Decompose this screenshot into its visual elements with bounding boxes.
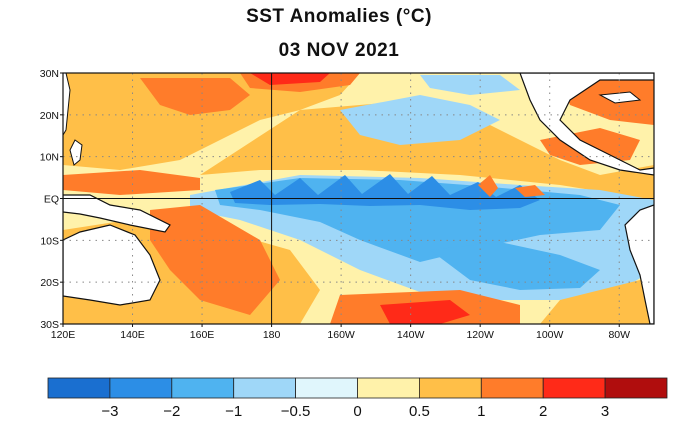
longitude-axis: 120E 140E 160E 180 160W 140W 120W 100W 80W (51, 324, 630, 341)
chart-date: 03 NOV 2021 (278, 40, 400, 61)
warm-eddy-1 (478, 175, 498, 197)
land-australia (63, 224, 161, 306)
colorbar: −3 −2 −1 −0.5 0 0.5 1 2 3 (47, 377, 668, 420)
colorbar-tick-label: −3 (101, 403, 118, 420)
lat-tick-label: 30N (40, 68, 59, 80)
colorbar-swatch (295, 377, 358, 399)
lat-tick-label: 30S (40, 319, 59, 331)
colorbar-swatch (171, 377, 235, 399)
colorbar-swatch (604, 377, 668, 399)
latitude-axis: 30N 20N 10N EQ 10S 20S 30S (40, 68, 63, 331)
warm-region-north-west (63, 73, 360, 170)
warm-eddy-2 (515, 185, 545, 197)
lon-tick-label: 160W (327, 329, 355, 341)
lat-tick-label: EQ (44, 194, 59, 206)
colorbar-tick-label: 0.5 (409, 403, 430, 420)
colorbar-tick-label: 2 (539, 403, 547, 420)
cool-patch-north-2 (420, 75, 520, 95)
land-cuba (598, 91, 642, 104)
land-borneo-new-guinea (63, 194, 171, 233)
colorbar-swatch (357, 377, 420, 399)
colorbar-swatch (109, 377, 173, 399)
lon-tick-label: 80W (608, 329, 630, 341)
grid-lines (63, 73, 654, 324)
lon-tick-label: 120W (466, 329, 494, 341)
lat-tick-label: 10N (40, 152, 59, 164)
lon-tick-label: 120E (51, 329, 76, 341)
land-philippines (69, 139, 83, 166)
hotter-region-south-central (380, 300, 470, 324)
lon-tick-label: 160E (190, 329, 215, 341)
lat-tick-label: 20N (40, 110, 59, 122)
hot-region-coral-sea (150, 205, 280, 315)
chart-title: SST Anomalies (°C) (246, 6, 432, 27)
colorbar-swatch (47, 377, 111, 399)
colorbar-swatch (480, 377, 544, 399)
colorbar-tick-label: −1 (225, 403, 242, 420)
reference-lines (63, 73, 654, 324)
cold-region-south-east (430, 242, 600, 290)
anomaly-field (63, 73, 654, 324)
colorbar-swatch (542, 377, 606, 399)
hot-region-north-west (140, 78, 250, 115)
land-south-america (624, 204, 654, 324)
land-asia-north (63, 73, 71, 136)
lat-tick-label: 20S (40, 277, 59, 289)
lon-tick-label: 140E (120, 329, 145, 341)
lat-tick-label: 10S (40, 235, 59, 247)
land-north-america (519, 73, 654, 176)
colorbar-tick-label: −0.5 (281, 403, 311, 420)
colorbar-swatch (233, 377, 296, 399)
warm-region-west-pacific (63, 170, 200, 195)
warm-region-south-east (540, 280, 654, 324)
lon-tick-label: 100W (536, 329, 564, 341)
lon-tick-label: 140W (397, 329, 425, 341)
hotter-region-north-top (250, 73, 330, 85)
colorbar-tick-label: 0 (353, 403, 361, 420)
colorbar-tick-label: 1 (477, 403, 485, 420)
lon-tick-label: 180 (263, 329, 281, 341)
cool-patch-north-central (340, 95, 500, 145)
colorbar-tick-label: 3 (601, 403, 609, 420)
warm-region-north-central (200, 100, 654, 200)
colder-tiw-waves (230, 174, 540, 210)
colorbar-tick-label: −2 (163, 403, 180, 420)
colorbar-swatch (418, 377, 482, 399)
